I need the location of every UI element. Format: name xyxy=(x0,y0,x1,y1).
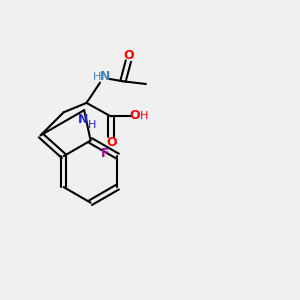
Text: H: H xyxy=(88,120,96,130)
Text: H: H xyxy=(140,111,148,121)
Text: O: O xyxy=(107,136,118,149)
Text: H: H xyxy=(93,72,101,82)
Text: N: N xyxy=(78,113,88,126)
Text: N: N xyxy=(100,70,110,83)
Text: O: O xyxy=(130,109,140,122)
Text: O: O xyxy=(123,49,134,62)
Text: F: F xyxy=(101,147,110,160)
